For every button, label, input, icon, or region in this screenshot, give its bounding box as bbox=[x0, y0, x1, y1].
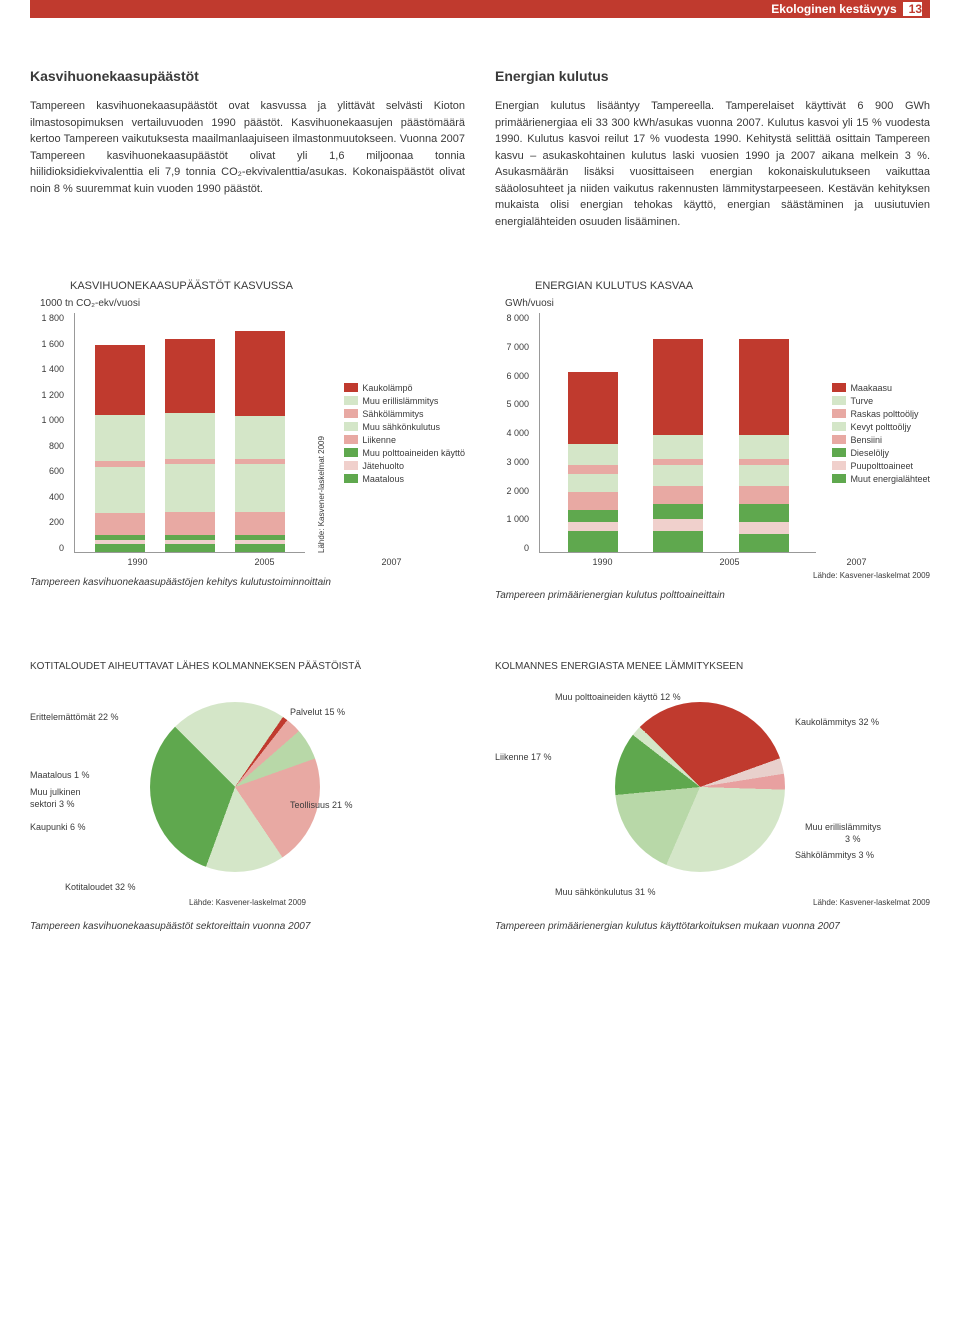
chart2: ENERGIAN KULUTUS KASVAA GWh/vuosi 8 0007… bbox=[495, 280, 930, 601]
chart2-xaxis: 199020052007 bbox=[529, 557, 930, 567]
pie1-wrap: Erittelemättömät 22 %Palvelut 15 %Maatal… bbox=[30, 692, 465, 892]
left-title: Kasvihuonekaasupäästöt bbox=[30, 68, 465, 84]
chart1-bars bbox=[74, 313, 305, 553]
pie1: KOTITALOUDET AIHEUTTAVAT LÄHES KOLMANNEK… bbox=[30, 661, 465, 932]
chart2-bars bbox=[539, 313, 816, 553]
pie2-chart bbox=[615, 702, 785, 872]
chart2-sub: GWh/vuosi bbox=[505, 298, 930, 309]
header-section: Ekologinen kestävyys13 bbox=[771, 0, 922, 18]
pie2-source: Lähde: Kasvener-laskelmat 2009 bbox=[495, 898, 930, 907]
pie1-title: KOTITALOUDET AIHEUTTAVAT LÄHES KOLMANNEK… bbox=[30, 661, 465, 672]
chart1: KASVIHUONEKAASUPÄÄSTÖT KASVUSSA 1000 tn … bbox=[30, 280, 465, 601]
chart2-legend: MaakaasuTurveRaskas polttoöljyKevyt polt… bbox=[832, 313, 930, 553]
left-body: Tampereen kasvihuonekaasupäästöt ovat ka… bbox=[30, 98, 465, 197]
page-header: Ekologinen kestävyys13 bbox=[30, 0, 930, 18]
chart2-yaxis: 8 0007 0006 0005 0004 0003 0002 0001 000… bbox=[495, 313, 529, 553]
chart1-yaxis: 1 8001 6001 4001 2001 0008006004002000 bbox=[30, 313, 64, 553]
chart1-source: Lähde: Kasvener-laskelmat 2009 bbox=[317, 353, 326, 553]
chart1-sub: 1000 tn CO₂-ekv/vuosi bbox=[40, 298, 465, 309]
right-column: Energian kulutus Energian kulutus lisään… bbox=[495, 68, 930, 230]
pie-charts-row: KOTITALOUDET AIHEUTTAVAT LÄHES KOLMANNEK… bbox=[30, 661, 930, 932]
chart2-source: Lähde: Kasvener-laskelmat 2009 bbox=[495, 571, 930, 580]
pie2-title: KOLMANNES ENERGIASTA MENEE LÄMMITYKSEEN bbox=[495, 661, 930, 672]
chart1-title: KASVIHUONEKAASUPÄÄSTÖT KASVUSSA bbox=[70, 280, 465, 292]
pie2: KOLMANNES ENERGIASTA MENEE LÄMMITYKSEEN … bbox=[495, 661, 930, 932]
chart1-caption: Tampereen kasvihuonekaasupäästöjen kehit… bbox=[30, 577, 465, 588]
chart1-legend: KaukolämpöMuu erillislämmitysSähkölämmit… bbox=[344, 313, 465, 553]
chart2-caption: Tampereen primäärienergian kulutus poltt… bbox=[495, 590, 930, 601]
right-body: Energian kulutus lisääntyy Tampereella. … bbox=[495, 98, 930, 230]
pie2-caption: Tampereen primäärienergian kulutus käytt… bbox=[495, 921, 930, 932]
pie1-source: Lähde: Kasvener-laskelmat 2009 bbox=[30, 898, 465, 907]
chart1-xaxis: 199020052007 bbox=[64, 557, 465, 567]
text-columns: Kasvihuonekaasupäästöt Tampereen kasvihu… bbox=[30, 68, 930, 230]
left-column: Kasvihuonekaasupäästöt Tampereen kasvihu… bbox=[30, 68, 465, 230]
pie1-chart bbox=[150, 702, 320, 872]
bar-charts-row: KASVIHUONEKAASUPÄÄSTÖT KASVUSSA 1000 tn … bbox=[30, 280, 930, 601]
pie2-wrap: Muu polttoaineiden käyttö 12 %Kaukolämmi… bbox=[495, 692, 930, 892]
right-title: Energian kulutus bbox=[495, 68, 930, 84]
pie1-caption: Tampereen kasvihuonekaasupäästöt sektore… bbox=[30, 921, 465, 932]
chart2-title: ENERGIAN KULUTUS KASVAA bbox=[535, 280, 930, 292]
